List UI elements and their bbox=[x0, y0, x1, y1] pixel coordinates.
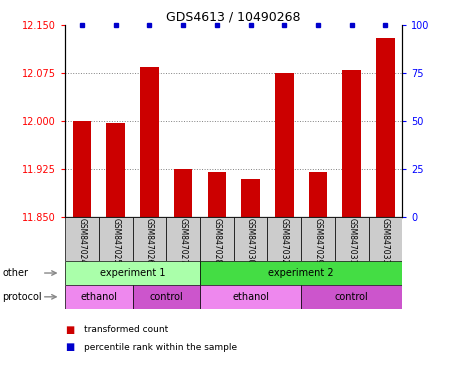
Text: ethanol: ethanol bbox=[80, 292, 117, 302]
Bar bbox=[140, 66, 159, 217]
Text: GSM847024: GSM847024 bbox=[78, 218, 86, 265]
Text: ethanol: ethanol bbox=[232, 292, 269, 302]
Bar bbox=[106, 123, 125, 217]
Text: GSM847026: GSM847026 bbox=[145, 218, 154, 265]
Bar bbox=[275, 73, 293, 217]
Bar bbox=[133, 285, 200, 309]
Bar bbox=[309, 172, 327, 217]
Text: experiment 2: experiment 2 bbox=[268, 268, 334, 278]
Text: transformed count: transformed count bbox=[84, 325, 168, 334]
Bar bbox=[376, 38, 395, 217]
Text: ■: ■ bbox=[65, 342, 74, 352]
Text: GSM847028: GSM847028 bbox=[213, 218, 221, 265]
Bar bbox=[342, 70, 361, 217]
Text: control: control bbox=[335, 292, 369, 302]
Text: GSM847027: GSM847027 bbox=[179, 218, 187, 265]
Text: GSM847025: GSM847025 bbox=[111, 218, 120, 265]
Bar bbox=[73, 121, 91, 217]
Bar bbox=[335, 217, 368, 261]
Text: protocol: protocol bbox=[2, 292, 42, 302]
Bar bbox=[241, 179, 260, 217]
Bar bbox=[301, 285, 402, 309]
Bar bbox=[368, 217, 402, 261]
Bar bbox=[133, 217, 166, 261]
Bar bbox=[65, 285, 133, 309]
Bar bbox=[267, 217, 301, 261]
Text: control: control bbox=[149, 292, 183, 302]
Bar bbox=[174, 169, 193, 217]
Bar bbox=[166, 217, 200, 261]
Bar bbox=[65, 217, 99, 261]
Text: GSM847033: GSM847033 bbox=[381, 218, 390, 265]
Bar bbox=[207, 172, 226, 217]
Text: GSM847029: GSM847029 bbox=[313, 218, 322, 265]
Text: GSM847030: GSM847030 bbox=[246, 218, 255, 265]
Text: percentile rank within the sample: percentile rank within the sample bbox=[84, 343, 237, 352]
Bar bbox=[200, 285, 301, 309]
Text: GSM847031: GSM847031 bbox=[347, 218, 356, 265]
Bar bbox=[65, 261, 200, 285]
Text: GSM847032: GSM847032 bbox=[280, 218, 289, 265]
Title: GDS4613 / 10490268: GDS4613 / 10490268 bbox=[166, 11, 301, 24]
Bar bbox=[200, 217, 233, 261]
Bar bbox=[200, 261, 402, 285]
Bar bbox=[301, 217, 335, 261]
Bar bbox=[99, 217, 133, 261]
Text: experiment 1: experiment 1 bbox=[100, 268, 165, 278]
Bar bbox=[233, 217, 267, 261]
Text: other: other bbox=[2, 268, 28, 278]
Text: ■: ■ bbox=[65, 325, 74, 335]
